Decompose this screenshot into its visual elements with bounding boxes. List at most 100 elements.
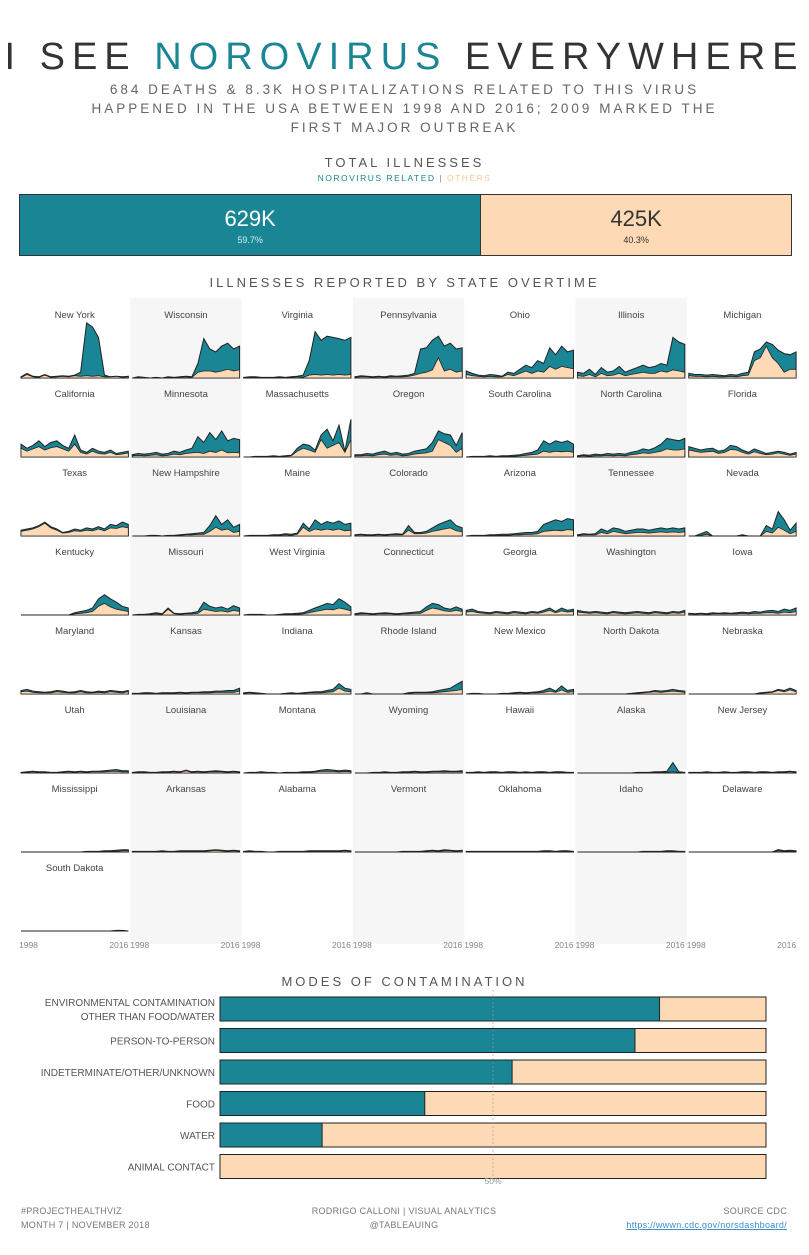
state-panel[interactable]: Hawaii xyxy=(465,705,574,774)
state-panel[interactable]: Virginia xyxy=(243,310,352,379)
others-area xyxy=(688,850,797,853)
state-name: Rhode Island xyxy=(381,626,437,637)
others-area xyxy=(20,443,129,458)
others-area xyxy=(243,687,352,695)
state-panel[interactable]: Louisiana xyxy=(131,705,241,774)
x-tick-end: 2016 xyxy=(332,940,351,950)
state-panel[interactable]: Georgia xyxy=(465,547,574,616)
state-panel[interactable]: Ohio xyxy=(465,310,574,379)
state-panel[interactable]: California xyxy=(20,389,129,458)
states-heading: ILLNESSES REPORTED BY STATE OVERTIME xyxy=(209,275,600,290)
state-panel[interactable]: Maryland xyxy=(20,626,129,695)
state-panel[interactable]: Idaho xyxy=(577,784,686,853)
title-accent: NOROVIRUS xyxy=(154,36,448,78)
others-area xyxy=(577,851,685,853)
mode-row[interactable]: INDETERMINATE/OTHER/UNKNOWN xyxy=(41,1059,767,1085)
others-area xyxy=(577,369,686,379)
others-area xyxy=(688,345,797,379)
state-panel[interactable]: Pennsylvania xyxy=(354,310,463,379)
state-panel[interactable]: South Dakota xyxy=(21,863,129,932)
footer-source-link[interactable]: https://wwwn.cdc.gov/norsdashboard/ xyxy=(626,1220,787,1230)
state-panel[interactable]: Massachusetts xyxy=(243,389,352,458)
state-panel[interactable]: Delaware xyxy=(688,784,797,853)
state-panel[interactable]: North Dakota xyxy=(577,626,686,695)
legend-other: OTHERS xyxy=(446,173,492,183)
total-other-segment[interactable]: 425K 40.3% xyxy=(481,195,791,255)
state-panel[interactable]: Arkansas xyxy=(131,784,241,853)
others-area xyxy=(21,850,129,853)
state-panel[interactable]: Rhode Island xyxy=(354,626,463,695)
state-name: Tennessee xyxy=(608,468,654,479)
mode-row[interactable]: ANIMAL CONTACT xyxy=(128,1154,767,1179)
state-panel[interactable]: North Carolina xyxy=(577,389,686,458)
state-name: Colorado xyxy=(389,468,428,479)
state-panel[interactable]: Maine xyxy=(243,468,352,537)
state-name: Hawaii xyxy=(506,705,535,716)
state-panel[interactable]: Mississippi xyxy=(21,784,129,853)
total-noro-segment[interactable]: 629K 59.7% xyxy=(20,195,482,255)
state-name: Nebraska xyxy=(722,626,763,637)
state-panel[interactable]: Missouri xyxy=(132,547,241,616)
x-tick-start: 1998 xyxy=(576,940,595,950)
state-panel[interactable]: Connecticut xyxy=(354,547,463,616)
state-panel[interactable]: Tennessee xyxy=(577,468,686,537)
x-tick-end: 2016 xyxy=(221,940,240,950)
state-panel[interactable]: Texas xyxy=(20,468,129,537)
state-panel[interactable]: Kentucky xyxy=(21,547,129,616)
state-panel[interactable]: Colorado xyxy=(354,468,463,537)
state-panel[interactable]: Wyoming xyxy=(354,705,463,774)
others-area xyxy=(577,530,686,537)
footer-month: MONTH 7 | NOVEMBER 2018 xyxy=(21,1220,150,1230)
column-band xyxy=(575,298,687,944)
state-panel[interactable]: Iowa xyxy=(688,547,797,616)
state-panel[interactable]: West Virginia xyxy=(243,547,352,616)
state-panel[interactable]: New York xyxy=(20,310,129,379)
state-panel[interactable]: Arizona xyxy=(466,468,574,537)
state-panel[interactable]: Nevada xyxy=(688,468,797,537)
state-panel[interactable]: Florida xyxy=(688,389,797,458)
state-panel[interactable]: Michigan xyxy=(688,310,797,379)
state-name: Michigan xyxy=(723,310,761,321)
mode-row[interactable]: WATER xyxy=(180,1122,767,1148)
state-panel[interactable]: Montana xyxy=(243,705,352,774)
others-area xyxy=(354,688,463,695)
state-panel[interactable]: Nebraska xyxy=(688,626,797,695)
state-panel[interactable]: Alabama xyxy=(243,784,352,853)
state-name: Wisconsin xyxy=(164,310,207,321)
mode-row[interactable]: FOOD xyxy=(186,1091,767,1116)
others-area xyxy=(132,608,240,616)
state-panel[interactable]: New Jersey xyxy=(688,705,797,774)
state-panel[interactable]: Oklahoma xyxy=(465,784,574,853)
others-area xyxy=(466,529,574,537)
mode-label: ENVIRONMENTAL CONTAMINATION xyxy=(45,998,215,1009)
state-panel[interactable]: Alaska xyxy=(577,705,686,774)
state-panel[interactable]: Washington xyxy=(577,547,686,616)
state-panel[interactable]: Kansas xyxy=(131,626,241,695)
mode-label: PERSON-TO-PERSON xyxy=(110,1037,215,1048)
state-name: Alaska xyxy=(617,705,646,716)
title-pre: I SEE xyxy=(4,36,155,78)
state-name: Louisiana xyxy=(166,705,207,716)
footer-author: RODRIGO CALLONI | VISUAL ANALYTICS xyxy=(311,1206,497,1216)
state-panel[interactable]: Minnesota xyxy=(131,389,241,458)
state-panel[interactable]: New Mexico xyxy=(466,626,574,695)
total-heading: TOTAL ILLNESSES xyxy=(324,155,485,170)
state-panel[interactable]: Vermont xyxy=(354,784,463,853)
state-panel[interactable]: New Hampshire xyxy=(132,468,241,537)
state-panel[interactable]: South Carolina xyxy=(466,389,574,458)
total-noro-pct: 59.7% xyxy=(237,234,263,245)
mode-row[interactable]: ENVIRONMENTAL CONTAMINATION OTHER THAN FO… xyxy=(45,996,767,1023)
state-panel[interactable]: Illinois xyxy=(577,310,686,379)
others-area xyxy=(466,689,574,695)
state-panel[interactable]: Indiana xyxy=(243,626,352,695)
column-band xyxy=(130,298,242,944)
state-name: Pennsylvania xyxy=(380,310,437,321)
mode-label: WATER xyxy=(180,1131,215,1142)
subtitle: 684 DEATHS & 8.3K HOSPITALIZATIONS RELAT… xyxy=(90,80,719,137)
mode-row[interactable]: PERSON-TO-PERSON xyxy=(110,1028,767,1053)
mode-label: OTHER THAN FOOD/WATER xyxy=(81,1012,215,1023)
state-panel[interactable]: Oregon xyxy=(354,389,463,458)
state-panel[interactable]: Utah xyxy=(20,705,129,774)
state-panel[interactable]: Wisconsin xyxy=(132,310,241,379)
x-tick-start: 1998 xyxy=(19,940,38,950)
